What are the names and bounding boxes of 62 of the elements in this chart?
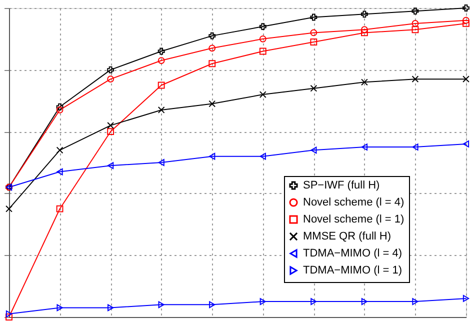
point [107,76,114,83]
point [158,82,165,89]
legend-label: MMSE QR (full H) [303,230,391,242]
point [412,8,419,15]
point [209,152,216,160]
point [412,20,419,27]
legend-label: Novel scheme (l = 1) [303,214,404,226]
point [259,48,266,55]
point [208,100,216,108]
point [107,304,114,312]
point [412,298,418,306]
point [361,298,368,306]
point [208,44,216,52]
point [360,29,368,36]
point [56,106,64,114]
point [158,301,164,308]
point [360,26,368,34]
point [107,66,114,74]
point [412,26,419,34]
point [208,60,216,68]
point [107,128,114,136]
point [158,106,165,114]
point [208,32,216,40]
point [56,205,64,212]
legend-label: TDMA−MIMO (l = 4) [303,248,402,260]
point [310,38,318,46]
point [310,29,318,36]
point [259,91,266,98]
point [412,144,418,151]
point [310,14,318,21]
point [462,295,470,302]
point [56,146,64,154]
point [158,159,164,166]
point [259,35,266,42]
point [56,103,64,110]
point [259,23,266,30]
legend-label: TDMA−MIMO (l = 1) [303,264,402,276]
point [158,48,165,55]
point [6,310,12,318]
point [56,168,63,176]
point [6,314,12,320]
point [310,298,317,306]
point [462,20,470,27]
point [412,76,419,83]
legend-label: Novel scheme (l = 4) [303,196,404,208]
point [209,301,216,308]
point [462,4,470,12]
point [462,76,470,83]
point [260,152,266,160]
point [56,304,63,312]
point [361,144,368,151]
point [462,140,470,148]
point [107,162,114,170]
point [6,205,12,212]
point [360,78,368,86]
point [310,146,317,154]
legend-label: SP−IWF (full H) [303,180,380,192]
point [360,10,368,18]
point [158,57,165,64]
point [107,122,114,129]
point [310,84,318,92]
point [260,298,266,306]
